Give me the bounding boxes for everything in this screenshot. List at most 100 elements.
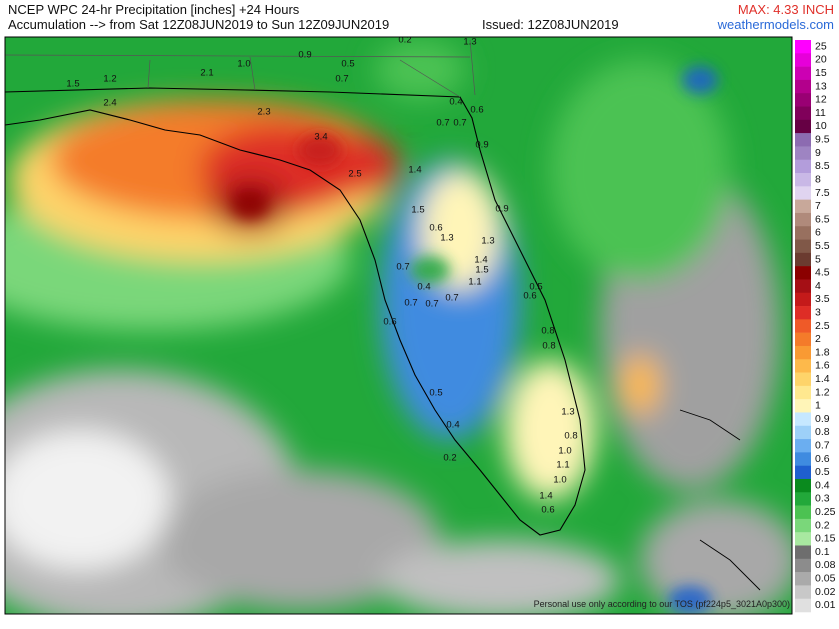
map-value-label: 1.5 <box>475 265 488 276</box>
legend-swatch <box>795 558 811 573</box>
map-value-label: 3.4 <box>314 132 327 143</box>
map-value-label: 0.2 <box>443 453 456 464</box>
legend-swatch <box>795 492 811 506</box>
legend-swatch <box>795 252 811 267</box>
legend-swatch <box>795 53 811 67</box>
legend-label: 0.05 <box>815 573 836 585</box>
map-value-label: 0.7 <box>404 298 417 309</box>
legend-swatch <box>795 199 811 214</box>
site: weathermodels.com <box>717 17 834 32</box>
legend-label: 1.4 <box>815 373 830 385</box>
legend-swatch <box>795 372 811 387</box>
legend-swatch <box>795 452 811 466</box>
legend-label: 1 <box>815 400 821 412</box>
legend-label: 6 <box>815 227 821 239</box>
legend-swatch <box>795 226 811 240</box>
legend-label: 1.2 <box>815 386 830 398</box>
legend-swatch <box>795 159 811 174</box>
legend-swatch <box>795 133 811 147</box>
legend-label: 0.3 <box>815 493 830 505</box>
legend-label: 0.08 <box>815 559 836 571</box>
legend-label: 0.8 <box>815 426 830 438</box>
legend-swatch <box>795 385 811 400</box>
map-value-label: 0.4 <box>417 282 430 293</box>
map-value-label: 0.5 <box>341 59 354 70</box>
map-value-label: 0.6 <box>523 291 536 302</box>
map-value-label: 0.8 <box>564 431 577 442</box>
map-value-label: 1.4 <box>474 255 487 266</box>
map-value-label: 0.6 <box>541 505 554 516</box>
map-value-label: 1.3 <box>481 236 494 247</box>
legend-label: 4.5 <box>815 267 830 279</box>
map-value-label: 0.8 <box>541 326 554 337</box>
legend-swatch <box>795 412 811 427</box>
map-value-label: 0.2 <box>398 35 411 46</box>
map-value-label: 0.7 <box>445 293 458 304</box>
map-value-label: 0.7 <box>436 118 449 129</box>
map-value-label: 2.1 <box>200 68 213 79</box>
legend-label: 0.1 <box>815 546 830 558</box>
legend-swatch <box>795 119 811 134</box>
map-value-label: 0.9 <box>298 50 311 61</box>
map-value-label: 1.3 <box>440 233 453 244</box>
legend-swatch <box>795 186 811 200</box>
legend-swatch <box>795 598 811 613</box>
legend-swatch <box>795 345 811 360</box>
legend-label: 8 <box>815 173 821 185</box>
legend-label: 0.2 <box>815 519 830 531</box>
map-value-label: 2.5 <box>348 169 361 180</box>
map-value-label: 1.1 <box>468 277 481 288</box>
map-value-label: 1.2 <box>103 74 116 85</box>
footer-note: Personal use only according to our TOS (… <box>534 599 790 609</box>
map-value-label: 0.7 <box>453 118 466 129</box>
state-borders <box>5 39 476 98</box>
coastline <box>5 87 586 536</box>
legend-label: 8.5 <box>815 160 830 172</box>
precip-field: 1.5 1.22.11.00.90.50.70.2 1.32.42.33.40.40… <box>5 35 792 614</box>
legend-label: 3.5 <box>815 293 830 305</box>
legend-swatch <box>795 146 811 161</box>
legend-label: 2.5 <box>815 320 830 332</box>
issued: Issued: 12Z08JUN2019 <box>482 17 619 32</box>
legend-label: 7.5 <box>815 187 830 199</box>
legend-swatch <box>795 478 811 493</box>
map-value-label: 0.7 <box>425 299 438 310</box>
map-value-label: 1.1 <box>556 460 569 471</box>
legend-label: 9 <box>815 147 821 159</box>
legend-swatch <box>795 332 811 347</box>
legend: 252015131211109.598.587.576.565.554.543.… <box>795 40 836 613</box>
legend-swatch <box>795 425 811 440</box>
map-value-label: 0.5 <box>529 282 542 293</box>
map-value-label: 2.4 <box>103 98 116 109</box>
legend-label: 1.6 <box>815 360 830 372</box>
legend-swatch <box>795 518 811 533</box>
map-value-label: 1.4 <box>539 491 552 502</box>
map-value-label: 0.6 <box>383 317 396 328</box>
legend-swatch <box>795 572 811 586</box>
max-value: MAX: 4.33 INCH <box>738 2 834 17</box>
map-value-label: 0.6 <box>429 223 442 234</box>
legend-label: 20 <box>815 54 827 66</box>
legend-swatch <box>795 266 811 280</box>
legend-swatch <box>795 465 811 480</box>
legend-label: 5 <box>815 253 821 265</box>
legend-swatch <box>795 399 811 413</box>
map-value-label: 0.4 <box>446 420 459 431</box>
legend-label: 13 <box>815 80 827 92</box>
legend-label: 11 <box>815 107 826 119</box>
legend-label: 0.25 <box>815 506 836 518</box>
legend-label: 6.5 <box>815 213 830 225</box>
map-value-label: 0.8 <box>542 341 555 352</box>
map-labels: 1.5 1.22.11.00.90.50.70.2 1.32.42.33.40.40… <box>66 35 577 516</box>
legend-label: 0.01 <box>815 599 836 611</box>
legend-label: 2 <box>815 333 821 345</box>
legend-label: 25 <box>815 40 827 52</box>
legend-swatch <box>795 585 811 599</box>
subtitle: Accumulation --> from Sat 12Z08JUN2019 t… <box>8 17 389 32</box>
legend-swatch <box>795 505 811 520</box>
legend-label: 5.5 <box>815 240 830 252</box>
map-value-label: 1.3 <box>463 37 476 48</box>
legend-label: 10 <box>815 120 827 132</box>
legend-label: 0.15 <box>815 533 836 545</box>
